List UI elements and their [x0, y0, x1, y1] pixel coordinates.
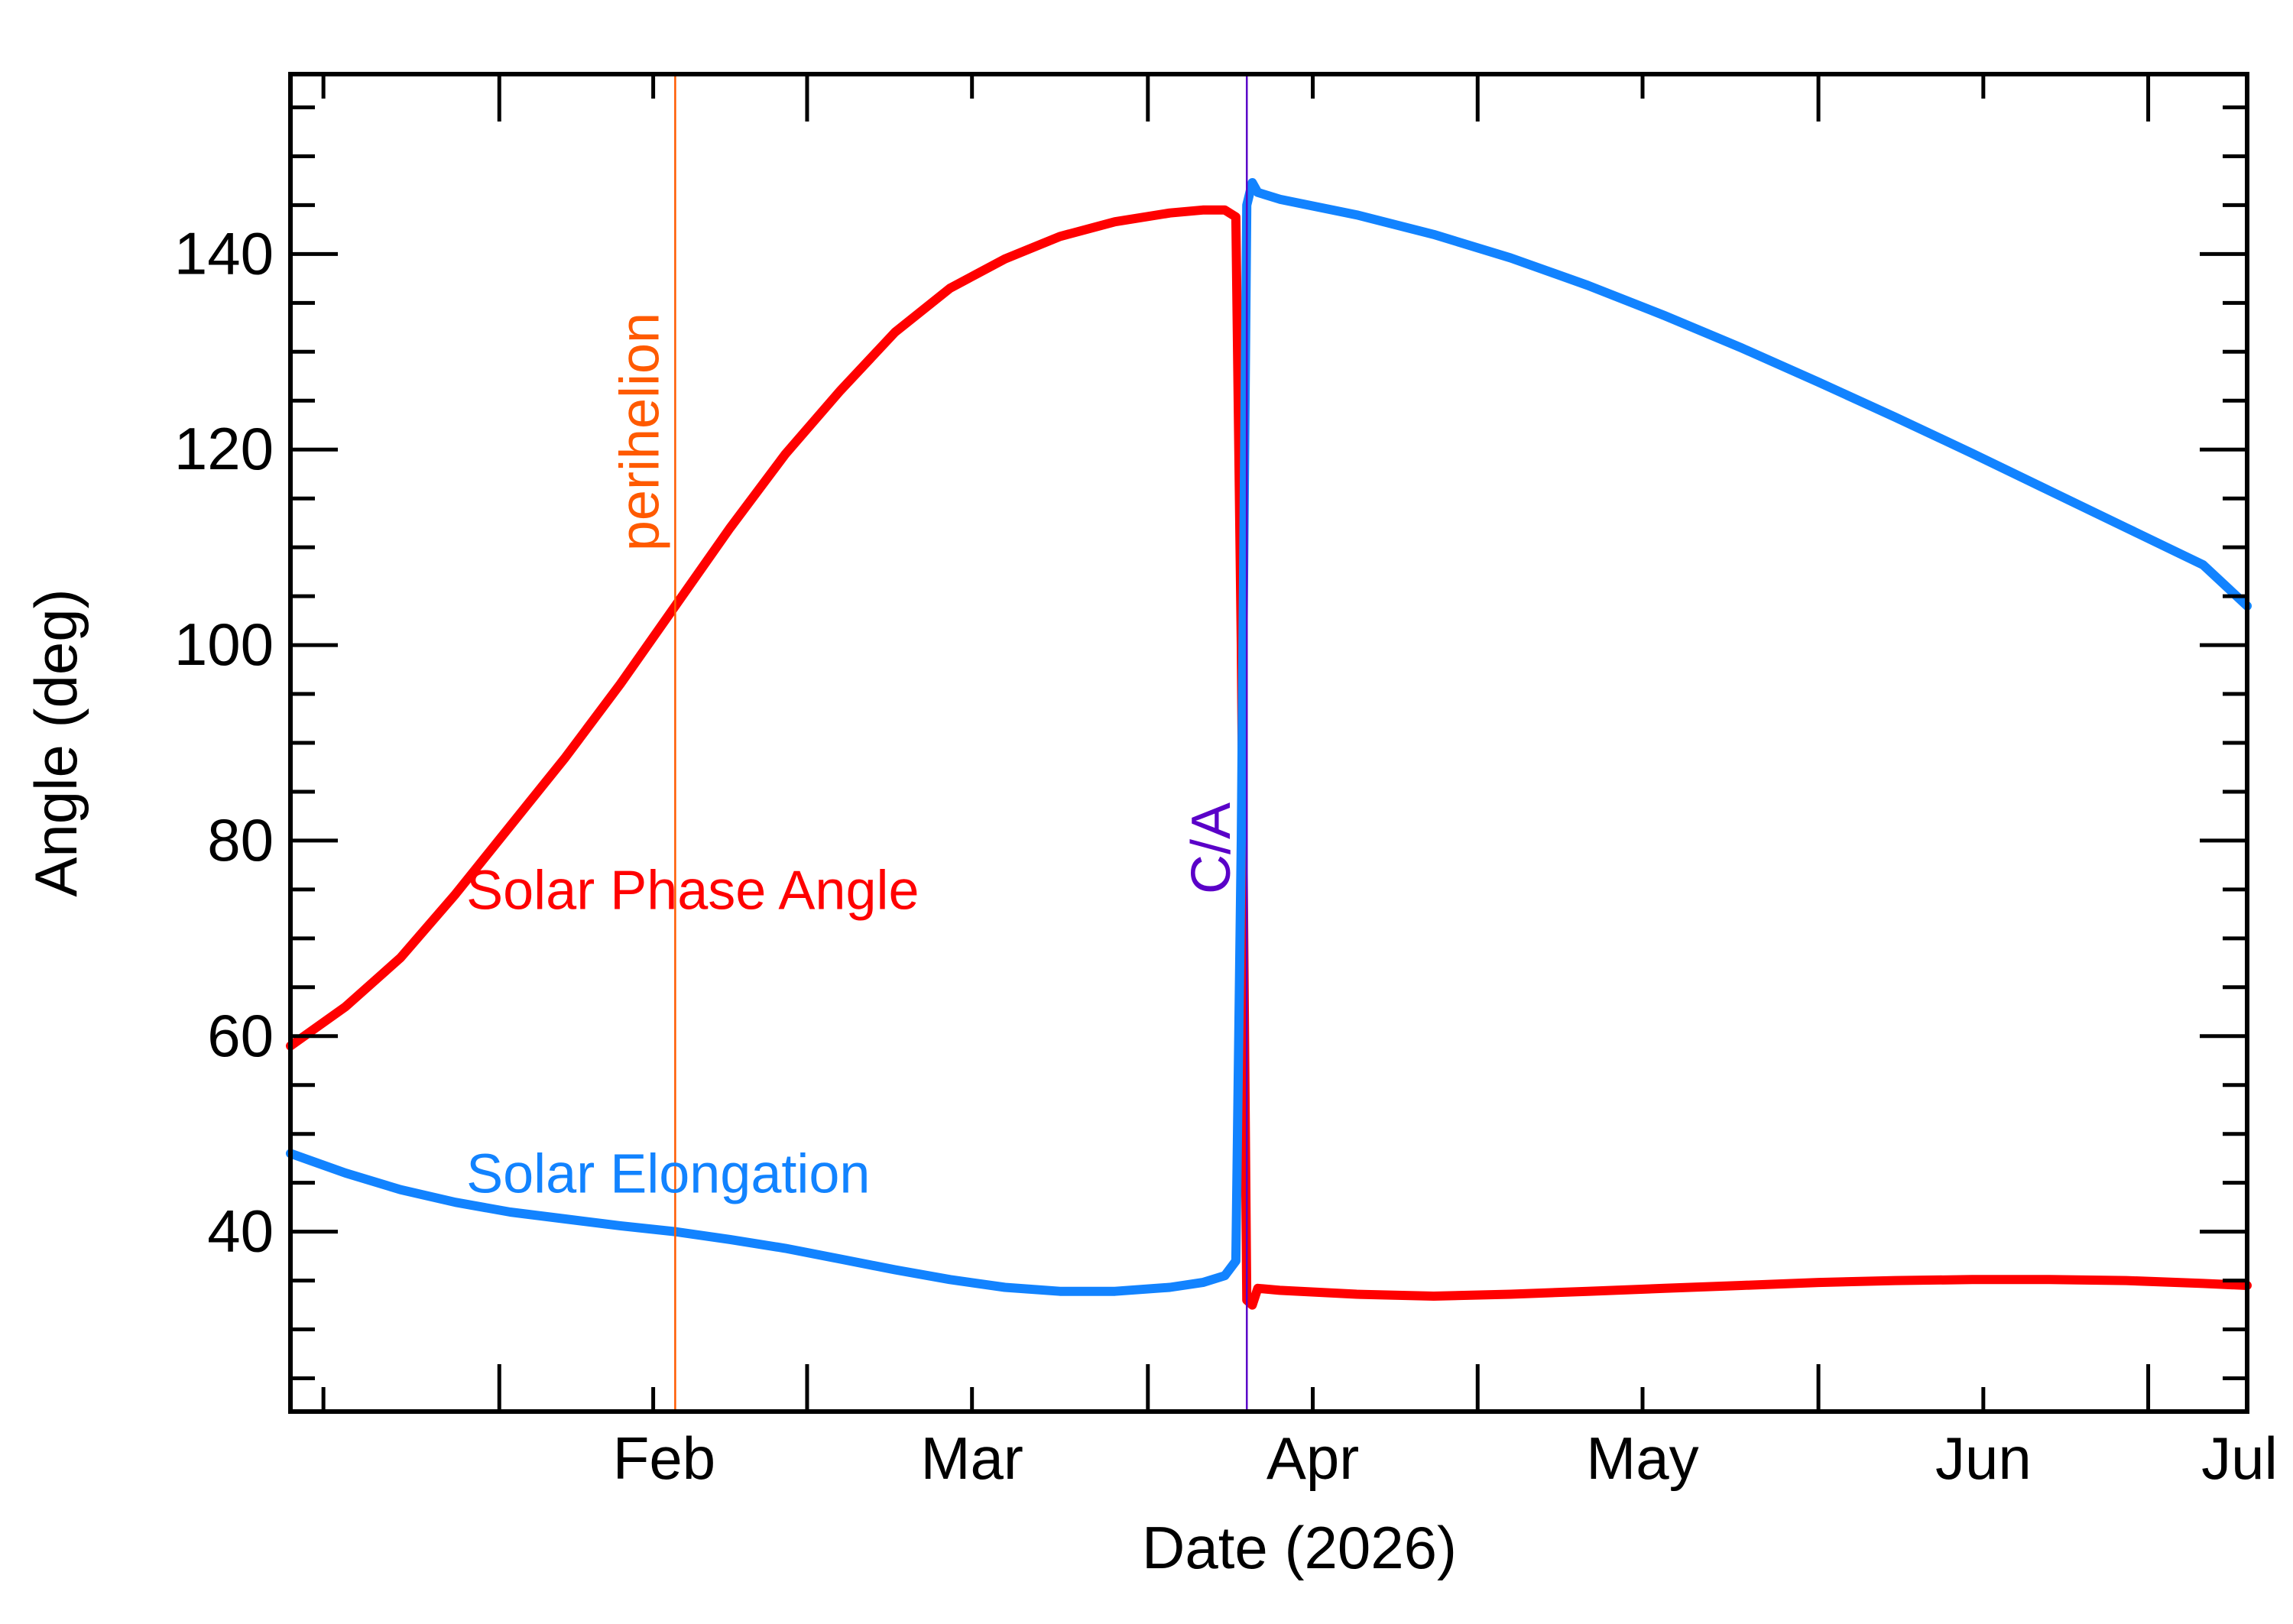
x-tick-label: Feb [613, 1425, 715, 1492]
series-line-solar-elongation [286, 178, 2252, 1296]
y-tick-label: 60 [207, 1002, 274, 1069]
y-tick-label: 140 [174, 219, 274, 287]
series-label-solar-elongation: Solar Elongation [466, 1143, 870, 1204]
axis-layer: 40 60 80 100 120 140 Feb Mar Apr May Jun Jul [174, 72, 2278, 1492]
x-tick-label: Apr [1267, 1425, 1359, 1492]
marker-label-perihelion: perihelion [609, 313, 670, 551]
x-tick-label: Mar [921, 1425, 1023, 1492]
plot-area [286, 74, 2252, 1412]
y-tick-label: 80 [207, 806, 274, 874]
label-layer: Date (2026) Angle (deg) perihelion C/A Sol… [22, 313, 1457, 1581]
x-axis-label: Date (2026) [1142, 1514, 1457, 1581]
marker-layer [674, 74, 1248, 1412]
x-tick-label: Jun [1935, 1425, 2032, 1492]
y-axis-label: Angle (deg) [22, 588, 89, 896]
series-label-solar-phase-angle: Solar Phase Angle [466, 860, 919, 921]
x-tick-label: May [1586, 1425, 1698, 1492]
plot-frame [288, 72, 2249, 1414]
marker-label-c-a: C/A [1181, 802, 1242, 894]
series-line-solar-phase-angle [286, 205, 2252, 1310]
y-tick-label: 40 [207, 1198, 274, 1265]
y-tick-label: 100 [174, 611, 274, 678]
y-tick-label: 120 [174, 415, 274, 482]
x-tick-label: Jul [2201, 1425, 2278, 1492]
series-layer [286, 178, 2252, 1310]
